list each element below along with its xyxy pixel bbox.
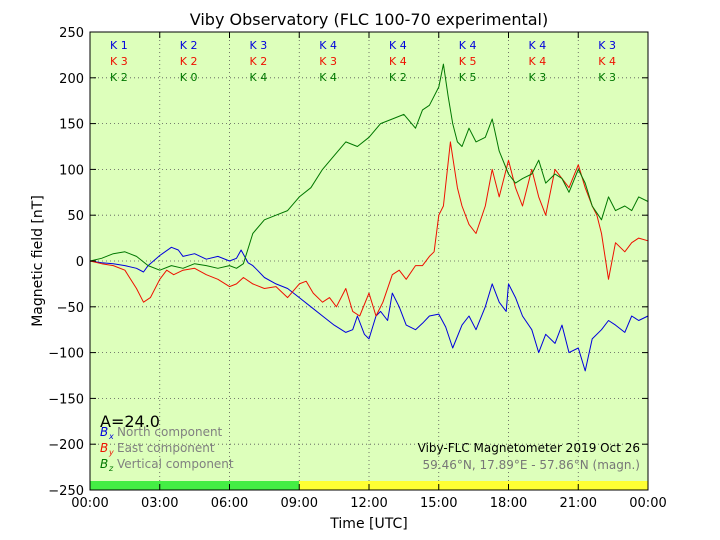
- y-tick-label: −200: [48, 438, 84, 453]
- k-index-label: K 3: [250, 39, 268, 52]
- axis-ticks: 00:00 03:00 06:00 09:00 12:00 15:00 18:00 21:00…: [48, 26, 666, 511]
- series-line-1: [89, 246, 649, 372]
- status-segment: [299, 481, 648, 490]
- x-tick-label: 00:00: [71, 496, 108, 511]
- k-index-label: K 1: [110, 39, 128, 52]
- y-tick-label: −250: [48, 484, 84, 499]
- y-tick-label: 100: [59, 163, 84, 178]
- x-tick-label: 12:00: [350, 496, 387, 511]
- x-tick-label: 18:00: [490, 496, 527, 511]
- legend-symbol: B: [100, 425, 108, 439]
- k-index-label: K 3: [110, 55, 128, 68]
- y-tick-label: 0: [76, 255, 84, 270]
- k-index-label: K 4: [598, 55, 616, 68]
- legend-label: Vertical component: [117, 457, 234, 471]
- k-index-label: K 2: [180, 55, 198, 68]
- k-index-label: K 3: [598, 71, 616, 84]
- activity-index: A=24.0: [100, 412, 160, 431]
- x-tick-label: 21:00: [560, 496, 597, 511]
- k-index-labels: K 1 K 2 K 3 K 4 K 4 K 4 K 4 K 3 K 3 K 2 K 2 K 3 K 4 K…: [110, 39, 616, 84]
- k-index-label: K 3: [529, 71, 547, 84]
- legend-symbol: B: [100, 441, 108, 455]
- k-index-label: K 4: [459, 39, 477, 52]
- y-tick-label: 200: [59, 72, 84, 87]
- k-index-label: K 4: [389, 55, 407, 68]
- k-index-label: K 4: [529, 39, 547, 52]
- k-index-label: K 3: [319, 55, 337, 68]
- k-index-label: K 4: [319, 39, 337, 52]
- k-index-label: K 5: [459, 71, 477, 84]
- k-index-label: K 2: [180, 39, 198, 52]
- x-tick-label: 06:00: [211, 496, 248, 511]
- k-index-label: K 0: [180, 71, 198, 84]
- legend-subscript: z: [108, 464, 114, 473]
- legend-subscript: x: [108, 432, 114, 441]
- legend-symbol: B: [100, 457, 108, 471]
- station-info-line1: Viby-FLC Magnetometer 2019 Oct 26: [418, 441, 640, 455]
- k-index-label: K 2: [389, 71, 407, 84]
- legend-subscript: y: [108, 448, 114, 457]
- y-tick-label: 50: [67, 209, 84, 224]
- k-index-label: K 4: [250, 71, 268, 84]
- y-tick-label: 250: [59, 26, 84, 41]
- station-info-line2: 59.46°N, 17.89°E - 57.86°N (magn.): [423, 458, 640, 472]
- x-tick-label: 03:00: [141, 496, 178, 511]
- series-line-2: [89, 141, 649, 317]
- k-index-label: K 3: [598, 39, 616, 52]
- legend-label: North component: [117, 425, 223, 439]
- y-axis-label: Magnetic field [nT]: [30, 195, 46, 327]
- y-tick-label: −150: [48, 392, 84, 407]
- series-line-3: [89, 63, 649, 271]
- k-index-label: K 5: [459, 55, 477, 68]
- grid: [90, 32, 648, 490]
- legend-label: East component: [117, 441, 215, 455]
- series-lines: [89, 63, 649, 372]
- x-tick-label: 09:00: [281, 496, 318, 511]
- status-segment: [90, 481, 300, 490]
- x-tick-label: 15:00: [420, 496, 457, 511]
- k-index-label: K 4: [389, 39, 407, 52]
- k-index-label: K 2: [250, 55, 268, 68]
- k-index-label: K 2: [110, 71, 128, 84]
- chart-title: Viby Observatory (FLC 100-70 experimenta…: [190, 10, 549, 29]
- y-tick-label: −100: [48, 347, 84, 362]
- x-axis-label: Time [UTC]: [329, 516, 407, 532]
- y-tick-label: −50: [57, 301, 84, 316]
- y-tick-label: 150: [59, 118, 84, 133]
- status-bar: [90, 481, 648, 490]
- k-index-label: K 4: [319, 71, 337, 84]
- k-index-label: K 4: [529, 55, 547, 68]
- x-tick-label: 00:00: [629, 496, 666, 511]
